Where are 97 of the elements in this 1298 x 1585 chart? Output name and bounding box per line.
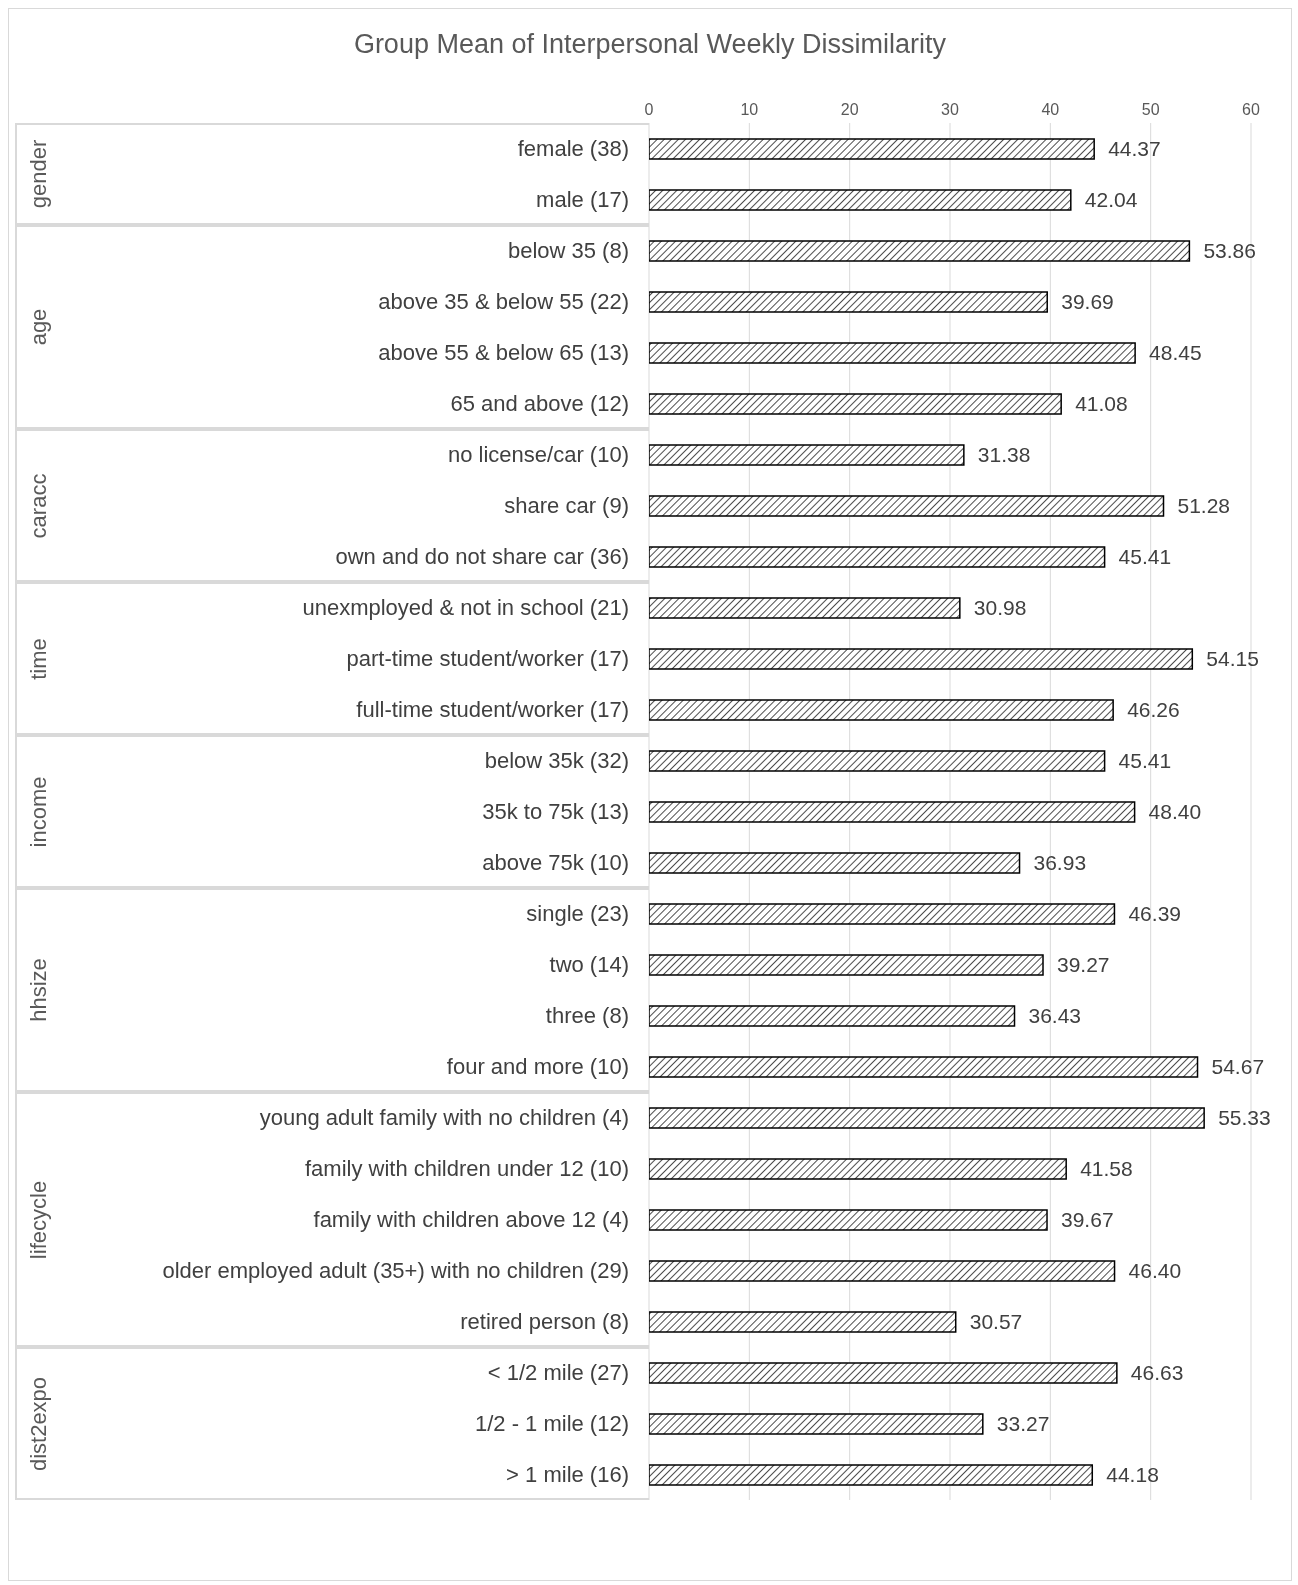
y-tick-label: family with children under 12 (10) — [304, 1156, 629, 1182]
data-label: 51.28 — [1177, 494, 1231, 518]
data-label: 46.40 — [1128, 1259, 1182, 1283]
y-tick-label: 35k to 75k (13) — [482, 799, 629, 825]
data-label: 48.45 — [1149, 341, 1202, 365]
text: time — [26, 637, 52, 680]
y-tick-label: above 35 & below 55 (22) — [378, 289, 629, 315]
data-label: 30.57 — [969, 1310, 1023, 1334]
bar — [649, 546, 1106, 568]
x-tick-label: 10 — [740, 101, 759, 118]
y-tick-label: above 55 & below 65 (13) — [378, 340, 629, 366]
bar — [649, 1464, 1094, 1486]
y-tick-label: two (14) — [549, 952, 629, 978]
y-tick-label: below 35k (32) — [484, 748, 629, 774]
y-tick-label: male (17) — [536, 187, 629, 213]
text: caracc — [26, 473, 52, 538]
bar — [649, 1260, 1116, 1282]
y-tick-label: single (23) — [526, 901, 629, 927]
y-tick-label: four and more (10) — [446, 1054, 629, 1080]
data-label: 39.67 — [1061, 1208, 1114, 1232]
y-tick-label: female (38) — [517, 136, 629, 162]
bar — [649, 648, 1194, 670]
bar — [649, 1158, 1067, 1180]
data-label: 44.37 — [1108, 137, 1161, 161]
data-label: 45.41 — [1118, 545, 1172, 569]
bar — [649, 189, 1072, 211]
bar — [649, 1362, 1118, 1384]
x-tick-label: 60 — [1242, 101, 1260, 118]
x-tick-label: 0 — [644, 101, 654, 118]
data-label: 44.18 — [1106, 1463, 1159, 1487]
data-label: 31.38 — [977, 443, 1031, 467]
data-label: 39.27 — [1057, 953, 1110, 977]
data-label: 39.69 — [1061, 290, 1114, 314]
bar — [649, 495, 1165, 517]
y-tick-label: no license/car (10) — [448, 442, 629, 468]
text: hhsize — [26, 958, 52, 1022]
y-tick-label: retired person (8) — [460, 1309, 629, 1335]
bar — [649, 342, 1136, 364]
bar — [649, 1056, 1199, 1078]
y-tick-label: share car (9) — [504, 493, 629, 519]
text: dist2expo — [26, 1376, 52, 1471]
y-tick-label: young adult family with no children (4) — [259, 1105, 629, 1131]
y-tick-label: 1/2 - 1 mile (12) — [474, 1411, 629, 1437]
data-label: 54.15 — [1206, 647, 1259, 671]
bar — [649, 1311, 957, 1333]
bar — [649, 852, 1021, 874]
y-tick-label: part-time student/worker (17) — [346, 646, 629, 672]
data-label: 33.27 — [996, 1412, 1050, 1436]
data-label: 42.04 — [1084, 188, 1138, 212]
y-tick-label: unexmployed & not in school (21) — [302, 595, 629, 621]
bar — [649, 240, 1191, 262]
bar — [649, 903, 1116, 925]
text: age — [26, 308, 52, 346]
data-label: 46.63 — [1130, 1361, 1184, 1385]
x-tick-label: 20 — [840, 101, 859, 118]
y-tick-label: < 1/2 mile (27) — [487, 1360, 629, 1386]
y-tick-label: below 35 (8) — [507, 238, 629, 264]
data-label: 36.43 — [1028, 1004, 1082, 1028]
y-tick-label: full-time student/worker (17) — [356, 697, 629, 723]
data-label: 55.33 — [1218, 1106, 1271, 1130]
bar — [649, 1209, 1048, 1231]
y-tick-label: 65 and above (12) — [450, 391, 629, 417]
y-tick-label: own and do not share car (36) — [335, 544, 629, 570]
bar — [649, 954, 1044, 976]
x-tick-label: 50 — [1141, 101, 1160, 118]
text: lifecycle — [26, 1180, 52, 1259]
bar — [649, 444, 965, 466]
data-label: 46.39 — [1128, 902, 1182, 926]
data-label: 48.40 — [1148, 800, 1202, 824]
bar — [649, 1107, 1205, 1129]
bar — [649, 801, 1136, 823]
data-label: 54.67 — [1211, 1055, 1265, 1079]
x-tick-label: 30 — [941, 101, 959, 118]
data-label: 41.08 — [1075, 392, 1128, 416]
y-tick-label: family with children above 12 (4) — [313, 1207, 629, 1233]
y-tick-label: above 75k (10) — [482, 850, 629, 876]
bar — [649, 1005, 1016, 1027]
x-tick-label: 40 — [1041, 101, 1060, 118]
data-label: 30.98 — [973, 596, 1027, 620]
bar — [649, 138, 1095, 160]
y-tick-label: > 1 mile (16) — [506, 1462, 629, 1488]
text: income — [26, 776, 52, 847]
bar — [649, 597, 961, 619]
data-label: 53.86 — [1203, 239, 1256, 263]
bar — [649, 750, 1106, 772]
data-label: 41.58 — [1080, 1157, 1133, 1181]
text: gender — [26, 139, 52, 209]
data-label: 46.26 — [1127, 698, 1180, 722]
bar — [649, 393, 1062, 415]
bar — [649, 699, 1114, 721]
data-label: 36.93 — [1033, 851, 1087, 875]
bar — [649, 291, 1048, 313]
bar — [649, 1413, 984, 1435]
y-tick-label: older employed adult (35+) with no children (29) — [162, 1258, 629, 1284]
chart-title: Group Mean of Interpersonal Weekly Dissimilarity — [352, 29, 948, 60]
y-tick-label: three (8) — [545, 1003, 629, 1029]
data-label: 45.41 — [1118, 749, 1172, 773]
